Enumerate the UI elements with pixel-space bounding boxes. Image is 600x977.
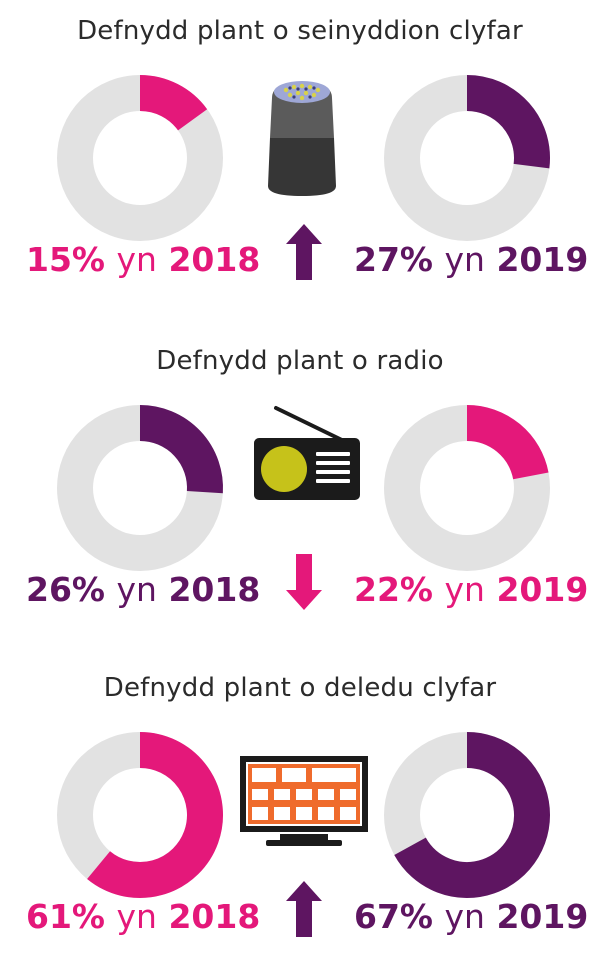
donut-chart-2019	[384, 732, 550, 898]
caption-percent: 22%	[354, 570, 433, 609]
arrow-down-icon	[286, 554, 322, 610]
caption-year: 2019	[496, 570, 589, 609]
caption-percent: 67%	[354, 897, 433, 936]
donut-segment-2018	[139, 75, 208, 132]
arrow-up-icon	[286, 881, 322, 937]
section-title: Defnydd plant o deledu clyfar	[103, 673, 497, 703]
arrow-up-icon	[286, 224, 322, 280]
donut-segment-2018	[87, 732, 223, 898]
caption-year: 2018	[168, 570, 261, 609]
caption-2018: 15% yn 2018	[26, 240, 260, 279]
donut-chart-2019	[384, 405, 550, 571]
donut-chart-2018	[57, 75, 223, 241]
caption-word: yn	[444, 897, 485, 936]
caption-percent: 61%	[26, 897, 105, 936]
caption-year: 2019	[496, 240, 589, 279]
caption-2019: 27% yn 2019	[354, 240, 589, 279]
smart-speaker-icon	[268, 81, 336, 196]
caption-2018: 26% yn 2018	[26, 570, 260, 609]
caption-word: yn	[444, 240, 485, 279]
trend-arrow-shape	[286, 554, 322, 610]
section-smart-speakers: Defnydd plant o seinyddion clyfar 15% yn…	[0, 0, 600, 320]
trend-arrow-shape	[286, 881, 322, 937]
donut-segment-2019	[394, 732, 550, 898]
smart-tv-icon	[240, 756, 368, 846]
donut-segment-2018	[139, 405, 223, 494]
caption-percent: 26%	[26, 570, 105, 609]
caption-year: 2018	[168, 897, 261, 936]
donut-segment-2019	[466, 75, 550, 169]
caption-2019: 22% yn 2019	[354, 570, 589, 609]
donut-chart-2019	[384, 75, 550, 241]
donut-segment-2019	[466, 405, 549, 480]
caption-year: 2018	[168, 240, 261, 279]
caption-2018: 61% yn 2018	[26, 897, 260, 936]
caption-word: yn	[116, 897, 157, 936]
radio-icon	[254, 406, 360, 500]
caption-word: yn	[116, 240, 157, 279]
section-title: Defnydd plant o seinyddion clyfar	[77, 16, 523, 46]
donut-chart-2018	[57, 732, 223, 898]
caption-percent: 27%	[354, 240, 433, 279]
caption-percent: 15%	[26, 240, 105, 279]
trend-arrow-shape	[286, 224, 322, 280]
caption-year: 2019	[496, 897, 589, 936]
caption-word: yn	[116, 570, 157, 609]
caption-2019: 67% yn 2019	[354, 897, 589, 936]
section-title: Defnydd plant o radio	[156, 346, 444, 376]
section-smart-tv: Defnydd plant o deledu clyfar 61% yn 201…	[0, 657, 600, 977]
donut-chart-2018	[57, 405, 223, 571]
caption-word: yn	[444, 570, 485, 609]
section-radio: Defnydd plant o radio 26% yn 2018 22% yn…	[0, 330, 600, 650]
